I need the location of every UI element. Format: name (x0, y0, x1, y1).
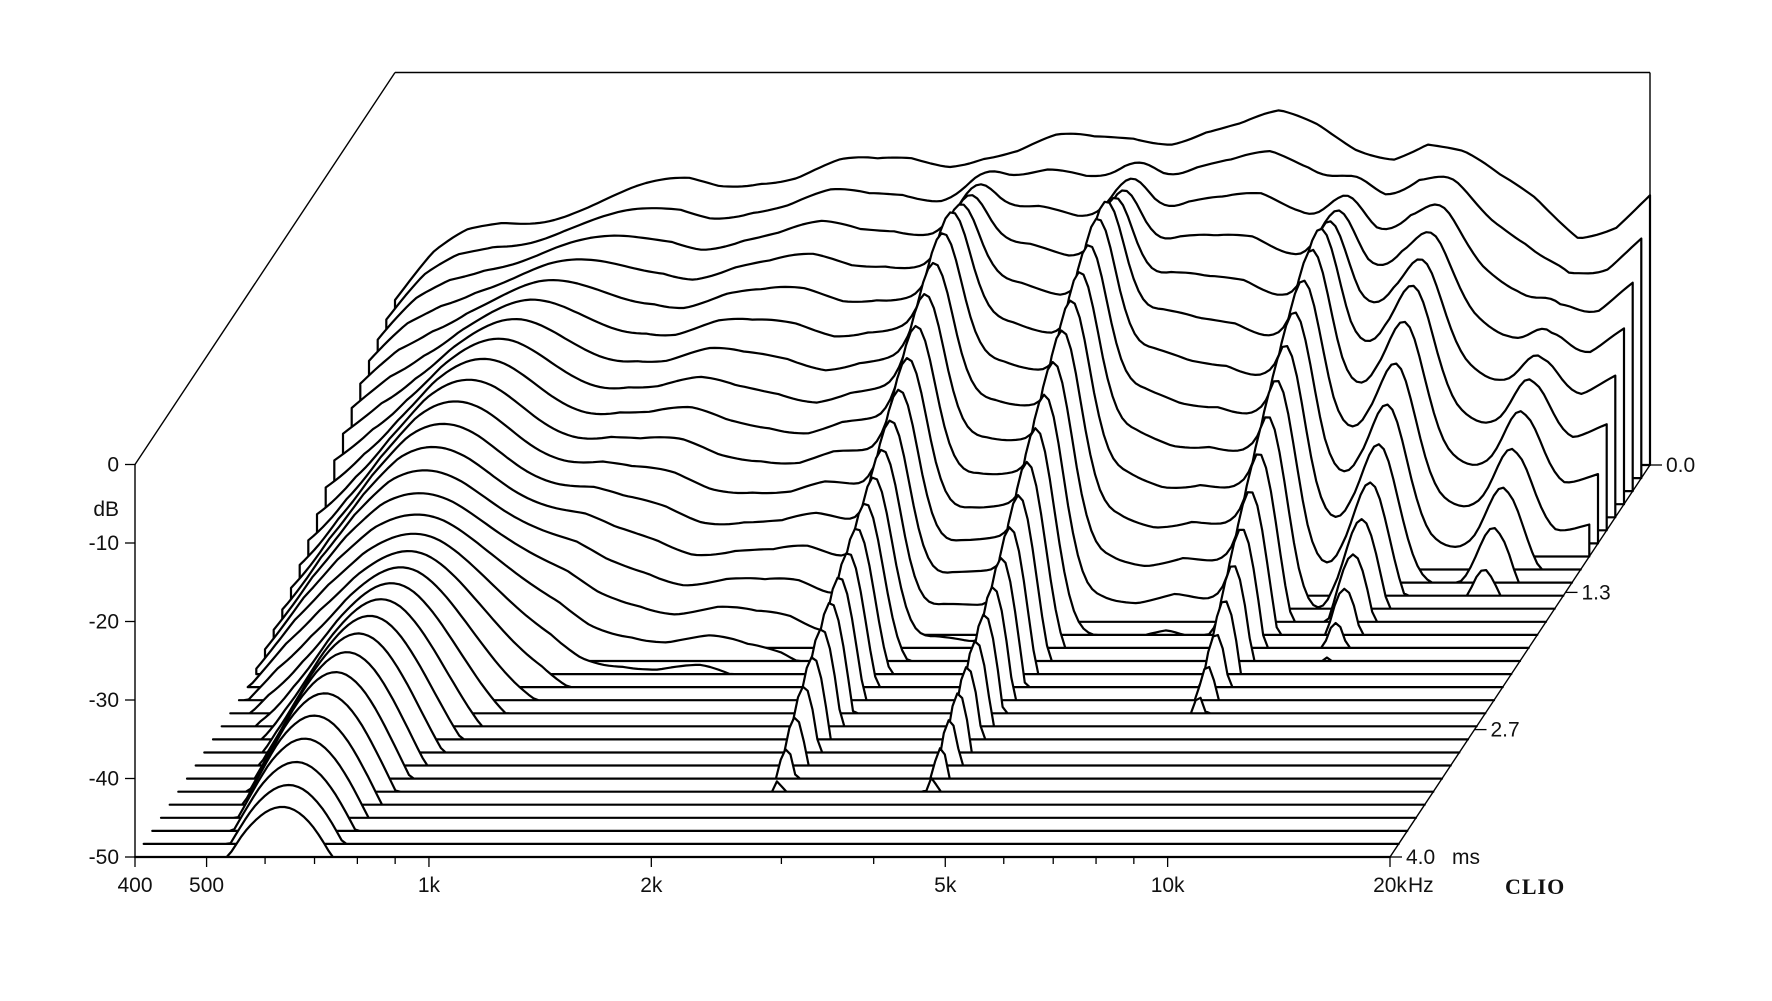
z-unit-label: ms (1452, 846, 1480, 869)
waterfall-slice (263, 494, 1522, 663)
brand-label: CLIO (1505, 874, 1565, 899)
y-tick-label: -20 (89, 611, 119, 634)
z-tick-label: 0.0 (1666, 454, 1695, 477)
x-unit-label: Hz (1408, 874, 1434, 897)
y-tick-label: -40 (89, 768, 119, 791)
y-unit-label: dB (93, 498, 119, 521)
waterfall-slice (281, 427, 1539, 636)
waterfall-slices (133, 109, 1652, 859)
x-tick-label: 500 (189, 874, 224, 897)
x-tick-label: 20k (1373, 874, 1407, 897)
y-tick-label: -50 (89, 846, 119, 869)
z-tick-label: 1.3 (1582, 581, 1611, 604)
y-tick-label: 0 (107, 454, 119, 477)
z-tick-label: 2.7 (1491, 719, 1520, 742)
x-tick-label: 400 (117, 874, 152, 897)
x-axis: 400 500 1k 2k 5k 10k 20k Hz (117, 857, 1434, 897)
x-tick-label: 2k (640, 874, 663, 897)
waterfall-slice (272, 460, 1530, 649)
waterfall-slice (133, 805, 1392, 859)
time-axis: 0.0 1.3 2.7 4.0 ms (1390, 454, 1695, 869)
y-tick-label: -30 (89, 689, 119, 712)
x-tick-label: 1k (418, 874, 441, 897)
x-tick-label: 5k (934, 874, 957, 897)
y-tick-label: -10 (89, 532, 119, 555)
frame-top-left-edge (134, 72, 396, 465)
z-tick-label: 4.0 (1406, 846, 1435, 869)
x-tick-label: 10k (1151, 874, 1185, 897)
y-axis: 0 -10 -20 -30 -40 -50 dB (89, 454, 135, 869)
